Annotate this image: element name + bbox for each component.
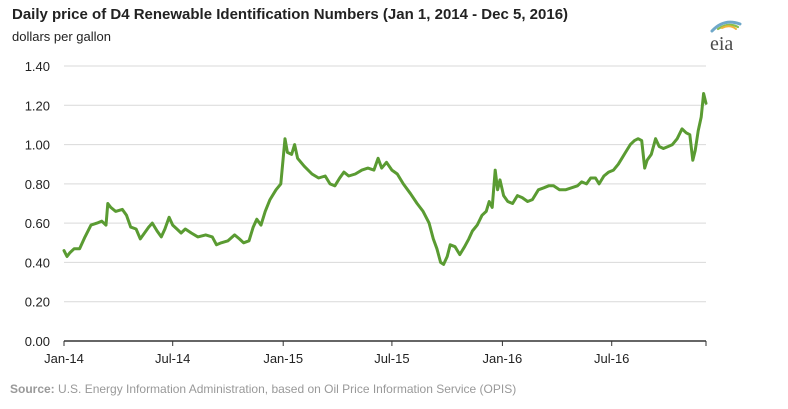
y-tick-label: 0.80 [25,177,50,192]
series-layer [62,92,708,266]
y-tick-label: 1.20 [25,98,50,113]
x-tick-label: Jul-14 [155,351,190,366]
x-tick-label: Jul-16 [594,351,629,366]
x-tick-label: Jul-15 [374,351,409,366]
y-axis: 0.00 0.20 0.40 0.60 0.80 1.00 1.20 1.40 [25,59,50,349]
y-tick-label: 1.00 [25,138,50,153]
gridlines [64,65,706,303]
series-line-0 [62,92,708,266]
x-tick-label: Jan-14 [44,351,84,366]
eia-logo-text: eia [710,33,733,55]
y-axis-units-label: dollars per gallon [12,29,112,44]
y-tick-label: 0.60 [25,216,50,231]
source-label: Source: [10,382,55,396]
y-tick-label: 1.40 [25,59,50,74]
x-axis: Jan-14 Jul-14 Jan-15 Jul-15 Jan-16 Jul-16 [44,340,707,366]
chart-title: Daily price of D4 Renewable Identificati… [12,6,569,23]
x-tick-label: Jan-16 [483,351,523,366]
x-tick-label: Jan-15 [263,351,303,366]
y-tick-label: 0.00 [25,334,50,349]
source-text: U.S. Energy Information Administration, … [54,382,517,396]
y-tick-label: 0.40 [25,255,50,270]
y-tick-label: 0.20 [25,295,50,310]
eia-logo-icon: eia [710,20,742,55]
source-note: Source: U.S. Energy Information Administ… [10,382,516,396]
